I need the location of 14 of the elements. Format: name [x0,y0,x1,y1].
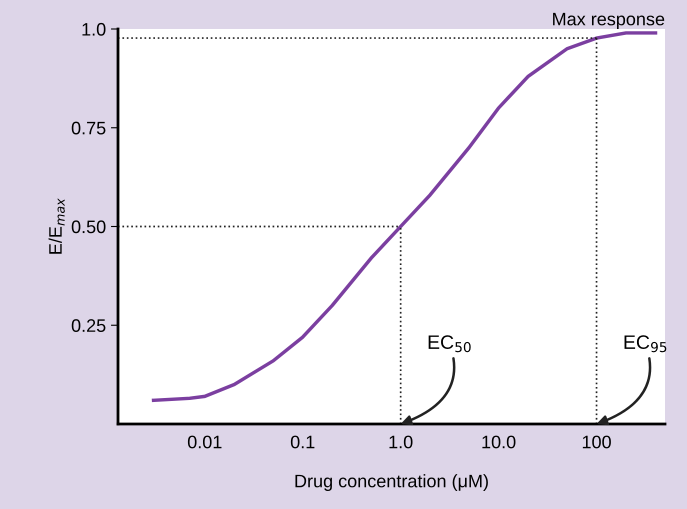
x-tick-label: 0.01 [188,436,222,448]
x-tick-label: 100 [582,436,611,448]
ref-line-label: Max response [553,12,664,29]
annotation: EC$_{50}$ [428,335,471,352]
annotation: EC$_{95}$ [624,335,666,352]
x-tick-label: 0.1 [290,436,314,448]
y-tick-label: 0.25 [72,319,106,332]
x-axis-title: Drug concentration (μM) [295,474,488,491]
y-tick-label: 0.75 [72,122,106,134]
y-tick-label: 0.50 [72,220,106,234]
x-tick-label: 10.0 [482,436,516,448]
y-axis-title: E/E$_{max}$ [48,198,65,254]
x-tick-label: 1.0 [389,436,413,448]
y-tick-label: 1.0 [82,22,106,36]
